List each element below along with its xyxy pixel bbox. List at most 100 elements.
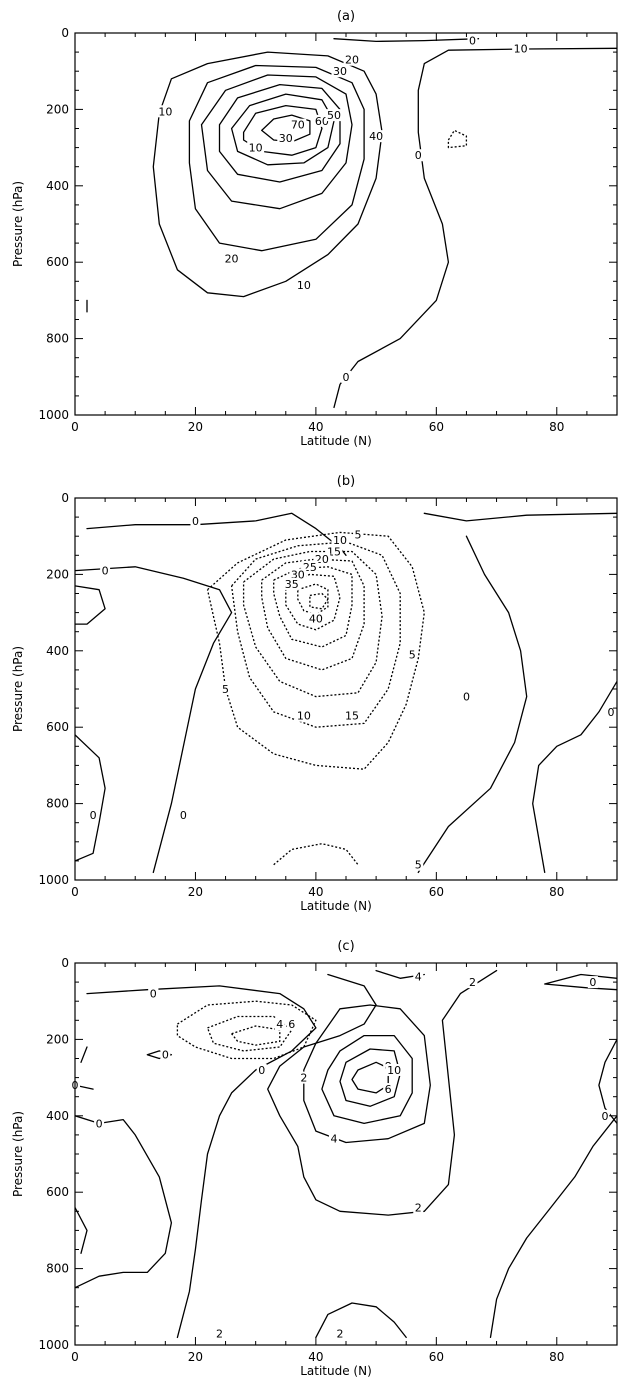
y-tick-label: 800: [46, 797, 69, 811]
contour-line: [315, 1302, 407, 1339]
contour-label-bg: [599, 1109, 610, 1122]
contour-label-bg: [512, 42, 530, 55]
contour-label-bg: [341, 370, 351, 383]
contour-label: 2: [216, 1328, 223, 1341]
x-axis-title: Latitude (N): [300, 1364, 372, 1378]
y-tick-label: 800: [46, 1262, 69, 1276]
contour-lines: [75, 512, 617, 874]
x-tick-label: 0: [71, 1350, 79, 1364]
y-tick-label: 400: [46, 179, 69, 193]
contour-label-bg: [223, 252, 241, 265]
contour-label-bg: [605, 705, 616, 718]
panel-title: (c): [337, 939, 354, 954]
contour-line: [351, 1061, 389, 1094]
y-tick-label: 600: [46, 1185, 69, 1199]
contour-label: 4: [276, 1018, 283, 1031]
contour-label-bg: [407, 648, 418, 661]
contour-label: 30: [279, 132, 293, 145]
contour-label: 5: [415, 859, 422, 872]
contour-line: [206, 1015, 293, 1052]
contour-line: [75, 734, 106, 862]
contour-label-bg: [587, 976, 598, 989]
x-tick-label: 80: [549, 885, 564, 899]
contour-label-bg: [247, 141, 265, 154]
contour-line: [75, 566, 233, 874]
contour-label-bg: [331, 65, 349, 78]
y-tick-label: 1000: [38, 408, 69, 422]
contour-line: [261, 114, 311, 143]
contour-label-bg: [413, 858, 424, 871]
contour-label: 20: [315, 553, 329, 566]
contour-line: [86, 985, 317, 1339]
contour-label-bg: [160, 1048, 171, 1061]
contour-line: [206, 531, 425, 770]
contour-line: [231, 1025, 281, 1046]
x-tick-label: 20: [188, 885, 203, 899]
contour-label: 10: [297, 279, 311, 292]
contour-label-bg: [307, 612, 325, 625]
contour-label-bg: [214, 1327, 225, 1340]
contour-label: 0: [192, 515, 199, 528]
contour-label: 0: [102, 565, 109, 578]
contour-label: 10: [333, 534, 347, 547]
contour-label: 2: [469, 976, 476, 989]
contour-label-bg: [461, 690, 472, 703]
contour-line: [75, 1115, 173, 1289]
contour-label-bg: [274, 1018, 285, 1031]
contour-label-bg: [148, 987, 159, 1000]
contour-label-bg: [190, 514, 201, 527]
contour-line: [188, 64, 365, 252]
contour-label: 0: [96, 1117, 103, 1130]
contour-label: 0: [601, 1110, 608, 1123]
contour-label: 10: [514, 42, 528, 55]
contour-label: 0: [415, 149, 422, 162]
contour-label-bg: [289, 568, 307, 581]
contour-label: 0: [258, 1064, 265, 1077]
x-tick-label: 80: [549, 1350, 564, 1364]
contour-label-bg: [385, 1063, 403, 1076]
y-tick-label: 400: [46, 1109, 69, 1123]
contour-line: [80, 1046, 88, 1063]
contour-line: [489, 1115, 617, 1339]
contour-label-bg: [343, 53, 361, 66]
y-tick-label: 200: [46, 102, 69, 116]
contour-line: [75, 585, 106, 625]
contour-label: 35: [285, 578, 299, 591]
y-tick-label: 1000: [38, 1338, 69, 1352]
contour-label: 0: [589, 976, 596, 989]
contour-line: [417, 535, 528, 874]
contour-label-bg: [413, 1201, 424, 1214]
contour-line: [242, 550, 383, 698]
contour-panel: (c)0420264810642000002200204060800200400…: [11, 939, 618, 1378]
contour-line: [200, 74, 353, 210]
x-tick-label: 40: [308, 1350, 323, 1364]
x-tick-label: 60: [429, 1350, 444, 1364]
contour-label: 0: [343, 371, 350, 384]
contour-label: 0: [607, 706, 614, 719]
contour-label-bg: [467, 34, 478, 47]
y-tick-label: 600: [46, 255, 69, 269]
contour-label: 10: [297, 710, 311, 723]
contour-label-bg: [295, 709, 313, 722]
x-axis-title: Latitude (N): [300, 434, 372, 448]
contour-lines: [86, 38, 617, 409]
contour-label-bg: [156, 105, 174, 118]
plot-frame: [74, 962, 618, 1346]
contour-label: 0: [180, 809, 187, 822]
contour-line: [303, 1004, 431, 1144]
contour-label: 5: [409, 649, 416, 662]
contour-label-bg: [331, 534, 349, 547]
x-tick-label: 60: [429, 420, 444, 434]
contour-line: [333, 47, 617, 409]
contour-line: [333, 38, 480, 43]
contour-label-bg: [88, 809, 99, 822]
contour-label: 40: [309, 612, 323, 625]
y-tick-label: 800: [46, 332, 69, 346]
contour-label-bg: [353, 528, 364, 541]
contour-label-bg: [286, 1018, 297, 1031]
contour-line: [230, 541, 401, 728]
contour-label: 2: [300, 1072, 307, 1085]
y-tick-label: 0: [61, 956, 69, 970]
